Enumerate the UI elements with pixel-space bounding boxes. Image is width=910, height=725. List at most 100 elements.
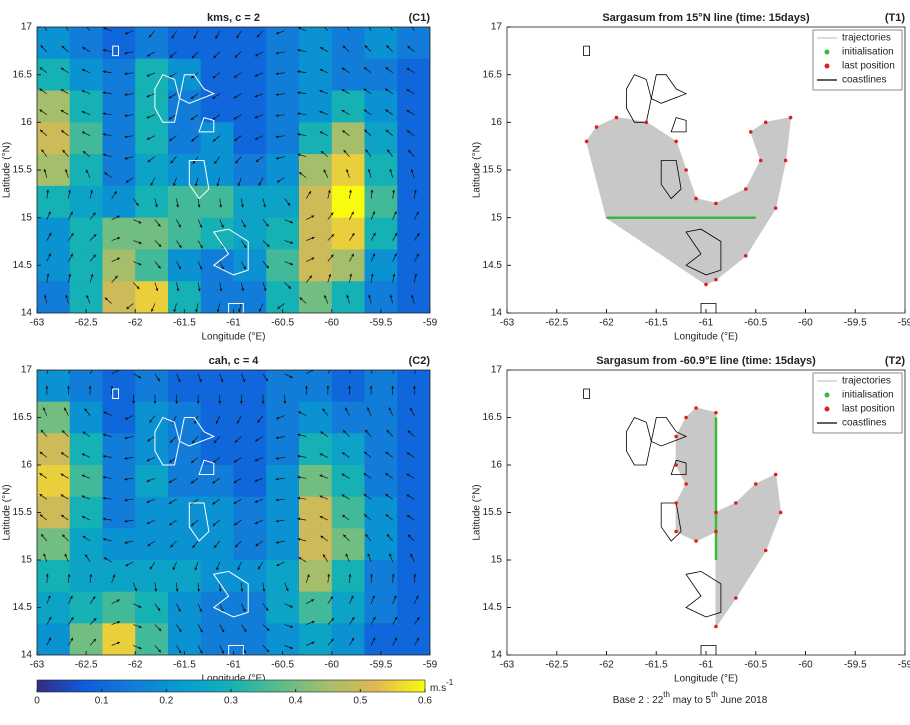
legend-label: last position [842,61,895,72]
heat-cell [37,497,70,529]
heat-cell [332,59,365,91]
legend-label: trajectories [842,33,891,44]
heat-cell [332,370,365,402]
heat-cell [397,433,430,465]
colorbar-swatch [270,680,275,692]
plot-area [37,23,431,323]
heat-cell [37,433,70,465]
last-position [744,254,748,258]
heat-cell [266,249,299,281]
colorbar-swatch [76,680,81,692]
x-tick-label: -63 [30,318,45,329]
heat-cell [168,218,201,250]
heat-cell [37,154,70,186]
colorbar-swatch [347,680,352,692]
arrow-head [388,23,391,26]
colorbar-tick-label: 0.1 [95,696,109,707]
colorbar-swatch [236,680,241,692]
arrow-head [70,366,73,369]
colorbar-swatch [129,680,134,692]
x-tick-label: -60.5 [744,660,767,671]
arrow-head [43,23,46,26]
arrow-head [322,24,325,27]
heat-cell [266,497,299,529]
arrow-head [64,23,67,26]
x-tick-label: -59 [898,318,910,329]
heat-cell [70,497,103,529]
arrow-head [345,23,348,26]
y-tick-label: 15.5 [13,165,33,176]
heat-cell [135,249,168,281]
heat-cell [299,186,332,218]
colorbar-swatch [299,680,304,692]
x-tick-label: -59.5 [844,318,867,329]
heat-cell [332,249,365,281]
heat-cell [201,122,234,154]
heat-cell [70,592,103,624]
legend-label: initialisation [842,47,894,58]
heat-cell [365,623,398,655]
heat-cell [266,560,299,592]
heat-cell [299,122,332,154]
heat-cell [103,433,136,465]
colorbar-swatch [216,680,221,692]
arrow-head [394,365,397,368]
heat-cell [234,592,267,624]
heat-cell [365,27,398,59]
heat-cell [234,623,267,655]
arrow-head [48,365,51,368]
last-position [714,511,718,515]
heat-cell [365,465,398,497]
heat-cell [37,623,70,655]
colorbar-swatch [221,680,226,692]
heat-cell [266,465,299,497]
heat-cell [168,465,201,497]
heat-cell [103,402,136,434]
colorbar-swatch [241,680,246,692]
heat-cell [103,592,136,624]
heat-cell [397,402,430,434]
colorbar-swatch [86,680,91,692]
y-tick-label: 14 [491,650,503,661]
coastline [626,418,651,466]
y-tick-label: 15 [491,555,503,566]
heat-cell [103,281,136,313]
heat-cell [168,249,201,281]
heat-cell [70,402,103,434]
heat-cell [397,592,430,624]
heat-cell [168,370,201,402]
plot-area [37,365,431,664]
y-tick-label: 15 [21,212,33,223]
caption-part: Base 2 : 22 [613,695,664,706]
colorbar-swatch [338,680,343,692]
heat-cell [37,560,70,592]
chart-title: Sargasum from 15°N line (time: 15days) [602,12,810,24]
heat-cell [234,402,267,434]
last-position [714,202,718,206]
colorbar-swatch [231,680,236,692]
heat-cell [135,186,168,218]
arrow-head [92,366,95,369]
x-tick-label: -62.5 [545,318,568,329]
heat-cell [37,592,70,624]
colorbar-swatch [357,680,362,692]
last-position [714,625,718,629]
colorbar-swatch [289,680,294,692]
last-position [684,416,688,420]
heat-cell [332,623,365,655]
colorbar-swatch [260,680,265,692]
heat-cell [266,186,299,218]
colorbar-tick-label: 0.3 [224,696,238,707]
heat-cell [299,154,332,186]
heat-cell [103,186,136,218]
colorbar-swatch [42,680,47,692]
colorbar-swatch [61,680,66,692]
colorbar-swatch [56,680,61,692]
y-tick-label: 17 [21,22,33,33]
y-tick-label: 15.5 [483,507,503,518]
colorbar-swatch [309,680,314,692]
last-position [615,116,619,120]
heat-cell [37,465,70,497]
heat-cell [37,91,70,123]
heat-cell [70,370,103,402]
